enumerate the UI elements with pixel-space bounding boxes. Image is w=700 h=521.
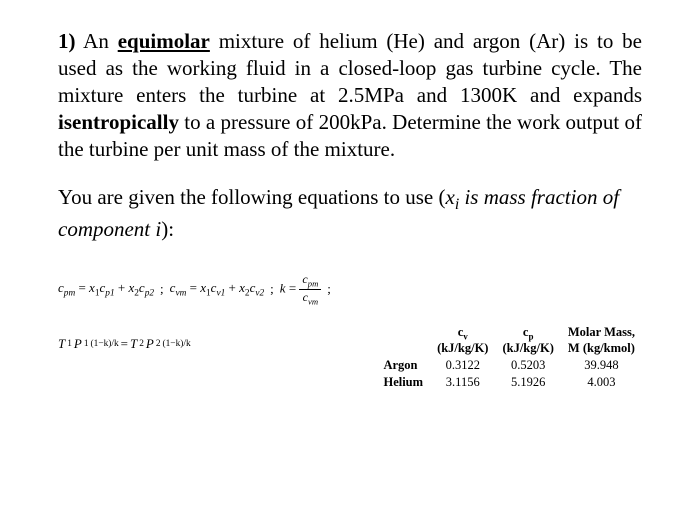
sub: p2 xyxy=(145,288,154,298)
txt: An xyxy=(76,29,118,53)
sub: p xyxy=(528,331,533,341)
col-mm: Molar Mass, xyxy=(561,324,642,342)
eq1-part: cpm = x1cp1 + x2cp2 xyxy=(58,280,154,299)
sub: vm xyxy=(308,296,318,306)
unit-mm: M (kg/kmol) xyxy=(561,341,642,357)
table-row: Helium 3.1156 5.1926 4.003 xyxy=(383,374,642,391)
property-table: cv cp Molar Mass, (kJ/kg/K) (kJ/kg/K) M … xyxy=(383,324,642,392)
sym: k xyxy=(280,280,286,295)
separator: ; xyxy=(327,281,331,297)
op: = xyxy=(78,280,89,295)
keyword-isentropically: isentropically xyxy=(58,110,179,134)
txt: You are given the following equations to… xyxy=(58,185,445,209)
equation-row-1: cpm = x1cp1 + x2cp2 ; cvm = x1cv1 + x2cv… xyxy=(58,273,642,306)
sub: 2 xyxy=(139,339,144,349)
sym: P xyxy=(146,336,154,352)
cell: 3.1156 xyxy=(430,374,495,391)
keyword-equimolar: equimolar xyxy=(118,29,210,53)
sup: (1−k)/k xyxy=(163,339,191,349)
sub: 1 xyxy=(84,339,89,349)
row-label: Argon xyxy=(383,357,430,374)
op: = xyxy=(289,280,300,295)
txt: ): xyxy=(161,217,174,241)
frac-bot: cvm xyxy=(300,290,321,306)
unit-cv: (kJ/kg/K) xyxy=(430,341,495,357)
cell: 39.948 xyxy=(561,357,642,374)
col-cp: cp xyxy=(495,324,560,342)
table-header-top: cv cp Molar Mass, xyxy=(383,324,642,342)
cell: 5.1926 xyxy=(495,374,560,391)
table-row: Argon 0.3122 0.5203 39.948 xyxy=(383,357,642,374)
xi: x xyxy=(445,185,454,209)
eq1-part: cvm = x1cv1 + x2cv2 xyxy=(170,280,265,299)
sub: v2 xyxy=(255,288,264,298)
eq1-part: k = cpm cvm xyxy=(280,273,322,306)
given-line: You are given the following equations to… xyxy=(58,184,642,242)
col-cv: cv xyxy=(430,324,495,342)
sub: p1 xyxy=(105,288,114,298)
row-label: Helium xyxy=(383,374,430,391)
unit-cp: (kJ/kg/K) xyxy=(495,341,560,357)
cell: 4.003 xyxy=(561,374,642,391)
equation-table-row: T1P1(1−k)/k = T2P2(1−k)/k cv cp Molar Ma… xyxy=(58,324,642,392)
sym: T xyxy=(58,336,65,352)
separator: ; xyxy=(160,281,164,297)
sub: vm xyxy=(175,288,186,298)
sup: (1−k)/k xyxy=(91,339,119,349)
problem-number: 1) xyxy=(58,29,76,53)
page: 1) An equimolar mixture of helium (He) a… xyxy=(0,0,700,411)
frac-top: cpm xyxy=(299,273,321,290)
op: = xyxy=(190,280,201,295)
problem-statement: 1) An equimolar mixture of helium (He) a… xyxy=(58,28,642,162)
sym: T xyxy=(130,336,137,352)
sub: v1 xyxy=(216,288,225,298)
op: + xyxy=(229,280,240,295)
table: cv cp Molar Mass, (kJ/kg/K) (kJ/kg/K) M … xyxy=(383,324,642,392)
table-header-units: (kJ/kg/K) (kJ/kg/K) M (kg/kmol) xyxy=(383,341,642,357)
cell: 0.5203 xyxy=(495,357,560,374)
sub: pm xyxy=(64,288,75,298)
op: = xyxy=(121,336,128,352)
fraction: cpm cvm xyxy=(299,273,321,306)
op: + xyxy=(118,280,129,295)
sym: P xyxy=(74,336,82,352)
sub: v xyxy=(463,331,468,341)
sub: 1 xyxy=(67,339,72,349)
cell: 0.3122 xyxy=(430,357,495,374)
sub: pm xyxy=(308,278,319,288)
sub: 2 xyxy=(156,339,161,349)
equation-2: T1P1(1−k)/k = T2P2(1−k)/k xyxy=(58,324,191,352)
separator: ; xyxy=(270,281,274,297)
